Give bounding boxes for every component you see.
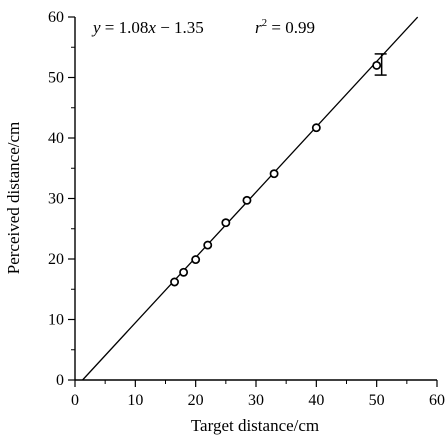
x-tick-label: 30 <box>248 392 264 409</box>
y-tick-label: 0 <box>56 372 64 389</box>
y-tick-label: 20 <box>48 251 64 268</box>
data-point <box>179 267 189 277</box>
y-tick-label: 10 <box>48 312 64 329</box>
data-point <box>269 169 279 179</box>
y-axis-title: Perceived distance/cm <box>4 122 23 274</box>
error-bars <box>374 53 387 76</box>
x-tick-label: 10 <box>127 392 143 409</box>
data-point <box>170 277 179 287</box>
x-tick-label: 40 <box>308 392 324 409</box>
x-tick-label: 20 <box>188 392 204 409</box>
data-point <box>242 195 252 205</box>
x-tick-label: 50 <box>369 392 385 409</box>
x-tick-label: 60 <box>429 392 445 409</box>
y-tick-label: 60 <box>48 9 64 26</box>
y-tick-label: 50 <box>48 70 64 87</box>
tick-labels: 0 10 20 30 40 50 60 0 10 20 30 40 50 60 <box>48 9 445 409</box>
r-squared-label: r2 = 0.99 <box>255 17 315 37</box>
data-points <box>170 60 382 287</box>
x-tick-label: 0 <box>71 392 79 409</box>
axes <box>74 17 437 381</box>
data-point <box>191 255 201 265</box>
ticks <box>68 16 438 387</box>
data-point <box>311 123 321 133</box>
x-axis-title: Target distance/cm <box>191 416 319 435</box>
data-point <box>372 60 382 70</box>
data-point <box>203 240 213 250</box>
y-tick-label: 40 <box>48 130 64 147</box>
y-tick-label: 30 <box>48 191 64 208</box>
data-point <box>221 218 231 228</box>
regression-equation: y = 1.08x − 1.35 <box>91 18 204 37</box>
